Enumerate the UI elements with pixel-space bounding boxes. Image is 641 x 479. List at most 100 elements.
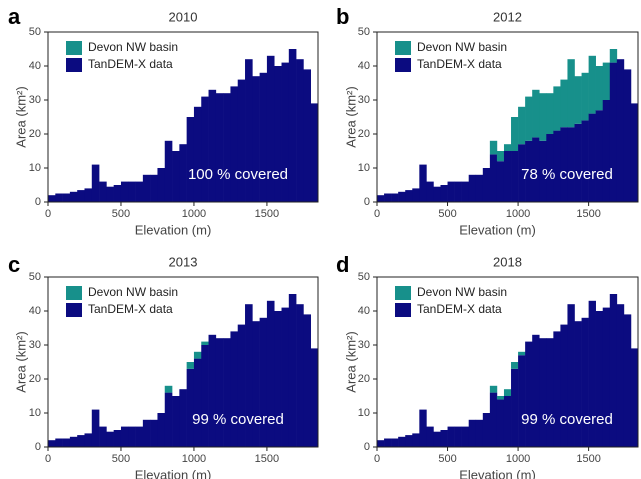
bar — [412, 188, 420, 202]
y-tick-label: 10 — [29, 162, 41, 174]
bar — [546, 338, 554, 447]
plot-frame — [376, 276, 639, 448]
bar — [377, 195, 385, 202]
bar — [623, 314, 632, 447]
bar — [106, 431, 114, 447]
bar — [525, 341, 533, 447]
bar — [574, 123, 582, 202]
bar — [489, 392, 498, 447]
legend-swatch — [66, 41, 82, 55]
legend-label: Devon NW basin — [88, 40, 178, 54]
y-tick-label: 10 — [29, 407, 41, 419]
bar — [296, 59, 304, 203]
bar — [172, 151, 180, 202]
bar — [84, 433, 93, 447]
bar — [223, 93, 231, 202]
bar — [259, 317, 268, 447]
y-tick-label: 30 — [358, 94, 370, 106]
bar — [581, 120, 589, 202]
bar — [179, 144, 187, 202]
annotation: 99 % covered — [192, 411, 284, 428]
panel-letter: b — [336, 4, 349, 29]
y-tick-label: 30 — [29, 94, 41, 106]
legend-swatch — [395, 58, 411, 72]
bar — [553, 130, 561, 202]
bar — [164, 392, 173, 447]
bar — [574, 76, 582, 124]
bar — [142, 174, 151, 202]
bar — [252, 76, 260, 202]
bar — [201, 341, 209, 345]
x-tick-label: 1000 — [182, 453, 206, 465]
bar — [574, 321, 582, 447]
bar — [454, 181, 462, 202]
x-tick-label: 500 — [112, 208, 130, 220]
panel-letter: a — [8, 4, 21, 29]
bar — [91, 164, 100, 202]
bar — [77, 190, 85, 202]
bar — [230, 86, 239, 202]
bar — [489, 385, 498, 393]
bar — [120, 426, 129, 447]
bar — [581, 317, 589, 447]
bar — [440, 185, 448, 202]
bar — [266, 55, 275, 202]
x-tick-label: 1500 — [255, 453, 279, 465]
bar — [288, 294, 297, 447]
x-tick-label: 500 — [112, 453, 130, 465]
panel-letter: d — [336, 252, 349, 277]
bar — [489, 140, 498, 155]
bar — [482, 413, 491, 447]
bar — [546, 93, 554, 134]
bar — [623, 69, 632, 203]
bar — [179, 389, 187, 447]
bar — [511, 151, 519, 202]
bar — [310, 103, 319, 202]
bar — [62, 438, 71, 447]
x-tick-label: 0 — [45, 208, 51, 220]
x-tick-label: 0 — [374, 208, 380, 220]
panel-title: 2010 — [169, 9, 198, 24]
bar — [384, 438, 392, 447]
x-tick-label: 1500 — [576, 453, 600, 465]
bar — [186, 117, 195, 202]
bar — [252, 321, 260, 447]
bar — [440, 430, 448, 447]
bar — [48, 440, 56, 447]
bar — [567, 59, 575, 128]
bar — [215, 93, 224, 202]
bar — [377, 440, 385, 447]
y-tick-label: 50 — [29, 271, 41, 283]
y-axis-label: Area (km²) — [13, 86, 28, 147]
y-tick-label: 20 — [29, 373, 41, 385]
panel-title: 2018 — [493, 254, 522, 269]
bar — [77, 435, 85, 447]
bar — [511, 117, 519, 151]
bar — [482, 168, 491, 202]
bar — [539, 140, 547, 202]
y-tick-label: 50 — [358, 26, 370, 38]
bar — [274, 311, 282, 447]
bar — [546, 134, 554, 202]
bar — [567, 127, 575, 202]
bar — [616, 59, 625, 203]
bar — [281, 307, 290, 447]
bar — [106, 186, 114, 202]
plot-frame — [47, 276, 319, 448]
y-tick-label: 40 — [358, 60, 370, 72]
bar — [142, 419, 151, 447]
y-tick-label: 0 — [35, 196, 41, 208]
bar — [419, 164, 427, 202]
bar — [128, 181, 136, 202]
bar — [99, 426, 107, 447]
y-axis-label: Area (km²) — [343, 331, 358, 392]
x-tick-label: 1000 — [182, 208, 206, 220]
bar — [496, 396, 505, 400]
x-axis-label: Elevation (m) — [459, 222, 536, 237]
y-tick-label: 10 — [358, 162, 370, 174]
bar — [245, 59, 253, 203]
